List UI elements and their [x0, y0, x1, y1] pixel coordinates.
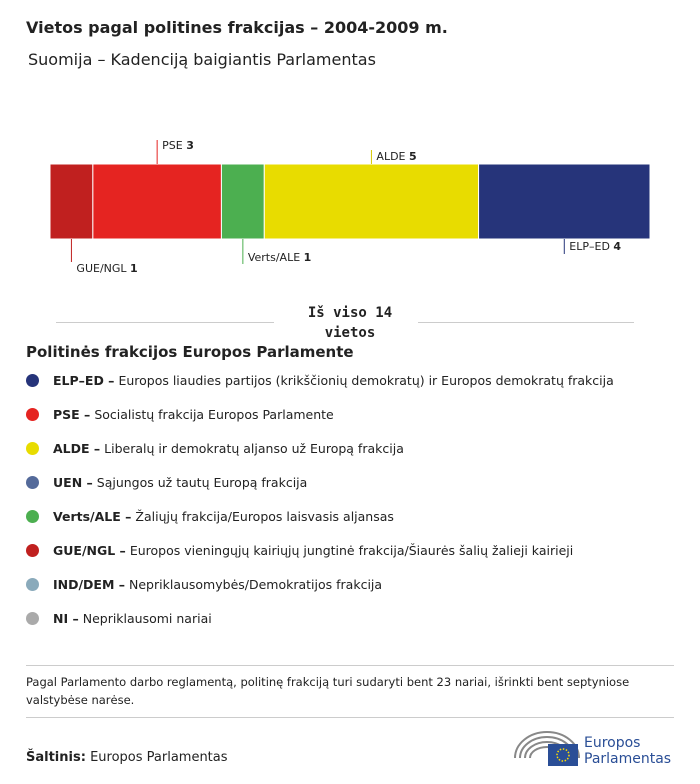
legend-item: NI – Nepriklausomi nariai [26, 611, 212, 626]
divider [26, 665, 674, 666]
legend-item: ELP–ED – Europos liaudies partijos (krikš… [26, 373, 614, 388]
legend-item: IND/DEM – Nepriklausomybės/Demokratijos f… [26, 577, 382, 592]
legend-description: Nepriklausomybės/Demokratijos frakcija [129, 577, 383, 592]
legend-swatch [26, 544, 39, 557]
legend-item: PSE – Socialistų frakcija Europos Parlame… [26, 407, 334, 422]
source-text: Europos Parlamentas [90, 750, 228, 765]
value-label: 1 [130, 262, 138, 275]
legend-swatch [26, 578, 39, 591]
series-name: Verts/ALE [248, 251, 300, 264]
legend-swatch [26, 442, 39, 455]
legend-description: Liberalų ir demokratų aljanso už Europą … [104, 441, 404, 456]
bar-segment [92, 163, 222, 240]
source: Šaltinis: Europos Parlamentas [26, 750, 228, 765]
segment-label: GUE/NGL 1 [76, 262, 137, 275]
legend-swatch [26, 612, 39, 625]
logo-icon [514, 731, 580, 766]
legend-name: Verts/ALE – [53, 509, 132, 524]
legend-name: NI – [53, 611, 79, 626]
bar-segment [49, 163, 94, 240]
legend-description: Europos vieningųjų kairiųjų jungtinė fra… [129, 543, 574, 558]
bar-segment [220, 163, 265, 240]
legend-name: UEN – [53, 475, 93, 490]
legend-title: Politinės frakcijos Europos Parlamente [26, 343, 354, 361]
value-label: 4 [613, 240, 621, 253]
legend-name: IND/DEM – [53, 577, 126, 592]
series-name: GUE/NGL [76, 262, 127, 275]
series-name: ALDE [376, 150, 405, 163]
series-name: ELP–ED [569, 240, 610, 253]
legend-name: PSE – [53, 407, 91, 422]
legend-name: ELP–ED – [53, 373, 115, 388]
value-label: 5 [409, 150, 417, 163]
value-label: 3 [186, 139, 194, 152]
legend-description: Socialistų frakcija Europos Parlamente [94, 407, 334, 422]
divider [56, 322, 274, 323]
legend-swatch [26, 408, 39, 421]
legend-swatch [26, 374, 39, 387]
source-label: Šaltinis: [26, 750, 86, 765]
legend-description: Europos liaudies partijos (krikščionių d… [118, 373, 614, 388]
segment-label: ALDE 5 [376, 150, 416, 163]
segment-label: PSE 3 [162, 139, 194, 152]
segment-label: Verts/ALE 1 [248, 251, 311, 264]
series-name: PSE [162, 139, 183, 152]
total-label: Iš viso 14 vietos [307, 305, 393, 341]
footnote: Pagal Parlamento darbo reglamentą, polit… [26, 675, 630, 707]
logo-text: Europos Parlamentas [584, 735, 671, 767]
legend-description: Žaliųjų frakcija/Europos laisvasis aljan… [135, 509, 394, 524]
divider [418, 322, 634, 323]
legend-name: GUE/NGL – [53, 543, 126, 558]
chart: GUE/NGL 1 PSE 3 Verts/ALE 1 ALDE 5 ELP–ED 4 [49, 139, 651, 275]
title: Vietos pagal politines frakcijas – 2004-… [26, 18, 448, 37]
legend-item: Verts/ALE – Žaliųjų frakcija/Europos lais… [26, 509, 394, 524]
logo-line: Parlamentas [584, 751, 672, 767]
legend-description: Nepriklausomi nariai [82, 611, 212, 626]
segment-label: ELP–ED 4 [569, 240, 621, 253]
bar-segment [263, 163, 480, 240]
legend-swatch [26, 476, 39, 489]
subtitle: Suomija – Kadenciją baigiantis Parlament… [28, 50, 376, 69]
legend-description: Sąjungos už tautų Europą frakcija [96, 475, 308, 490]
logo-line: Europos [584, 735, 641, 751]
value-label: 1 [304, 251, 312, 264]
bar-segment [478, 163, 651, 240]
legend-item: UEN – Sąjungos už tautų Europą frakcija [26, 475, 307, 490]
legend-item: ALDE – Liberalų ir demokratų aljanso už E… [26, 441, 404, 456]
legend-name: ALDE – [53, 441, 101, 456]
legend-item: GUE/NGL – Europos vieningųjų kairiųjų jun… [26, 543, 573, 558]
legend-swatch [26, 510, 39, 523]
divider [26, 717, 674, 718]
